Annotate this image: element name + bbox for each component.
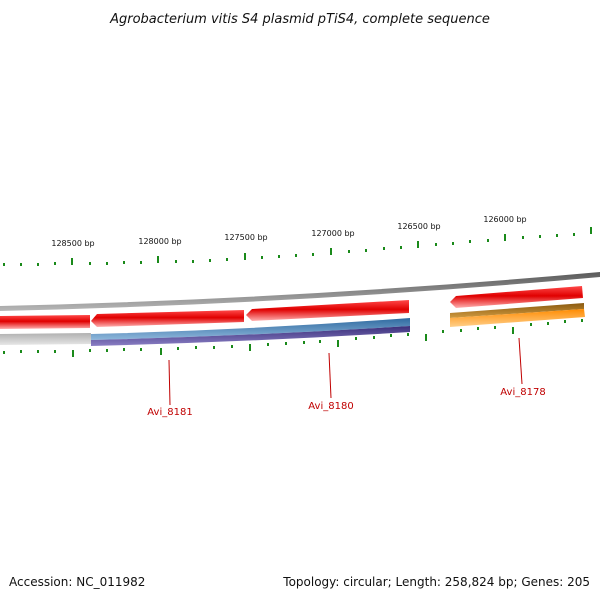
inner-scale-minor-ticks: [3, 319, 583, 354]
scale-label-126500: 126500 bp: [397, 222, 440, 231]
cds-arrow-forward-3: [246, 300, 409, 321]
scale-label-126000: 126000 bp: [483, 215, 526, 224]
gene-label-avi-8181[interactable]: Avi_8181: [147, 407, 192, 418]
leader-line-avi-8180: [328, 352, 332, 399]
gene-label-avi-8178[interactable]: Avi_8178: [500, 387, 545, 398]
leader-line-avi-8181: [168, 359, 171, 406]
orange-feature: [450, 309, 585, 327]
inner-scale-major-ticks: [72, 327, 514, 357]
outer-scale-major-ticks: [71, 227, 592, 265]
scale-label-127000: 127000 bp: [311, 229, 354, 238]
cds-arrow-forward-1: [0, 315, 90, 329]
gray-feature: [0, 333, 91, 345]
brown-feature: [450, 303, 584, 318]
accession-text: Accession: NC_011982: [9, 575, 145, 589]
map-title: Agrobacterium vitis S4 plasmid pTiS4, co…: [109, 12, 490, 27]
plasmid-backbone: [0, 272, 600, 311]
leader-line-avi-8178: [518, 337, 523, 385]
gene-label-avi-8180[interactable]: Avi_8180: [308, 401, 353, 412]
scale-label-128500: 128500 bp: [51, 239, 94, 248]
cds-arrow-forward-4: [450, 286, 583, 308]
topology-text: Topology: circular; Length: 258,824 bp; …: [282, 575, 590, 589]
outer-scale-minor-ticks: [3, 233, 575, 266]
blue-feature: [91, 318, 410, 340]
scale-label-128000: 128000 bp: [138, 237, 181, 246]
purple-feature: [91, 326, 410, 346]
scale-label-127500: 127500 bp: [224, 233, 267, 242]
cds-arrow-forward-2: [91, 310, 244, 327]
